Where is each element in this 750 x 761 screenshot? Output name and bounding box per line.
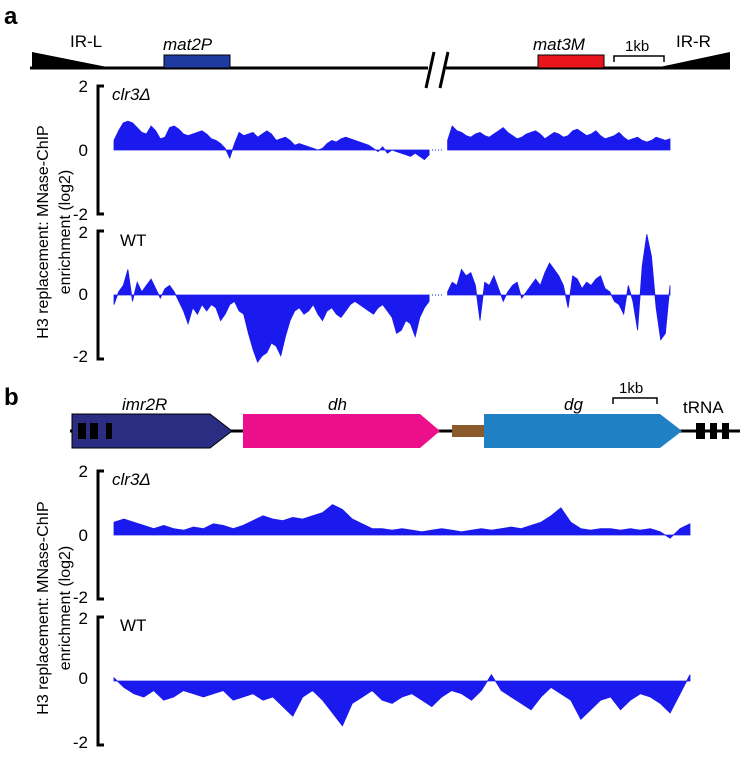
axis-b-wt xyxy=(96,615,104,747)
panel-a-letter: a xyxy=(4,3,18,30)
panel-a-ylabel-line1: H3 replacement: MNase-ChIP xyxy=(35,125,52,338)
imr2r-mark xyxy=(78,423,86,439)
tick-label: 0 xyxy=(79,526,88,545)
panel-a-map: IR-L mat2P mat3M 1kb IR-R xyxy=(30,32,730,89)
mat2p-label: mat2P xyxy=(163,35,213,54)
tick-label: -2 xyxy=(73,588,88,607)
tick-label: 2 xyxy=(79,609,88,628)
scale-bar-a-label: 1kb xyxy=(625,38,649,55)
scale-bar-a xyxy=(613,55,665,62)
imr2r-arrow xyxy=(71,413,233,449)
imr2r-label: imr2R xyxy=(122,395,167,414)
tick-label: -2 xyxy=(73,347,88,366)
track-a-wt: 2 0 -2 WT xyxy=(73,223,671,366)
signal-area-segment xyxy=(447,234,671,341)
imr2r-mark xyxy=(106,423,112,439)
series-clr3-b xyxy=(113,504,691,539)
mat3m-label: mat3M xyxy=(533,35,586,54)
track-label-wt: WT xyxy=(120,616,146,635)
dh-label: dh xyxy=(328,395,347,414)
mat2p-box xyxy=(163,54,231,69)
ir-right-label: IR-R xyxy=(676,32,711,51)
signal-area-segment xyxy=(447,125,671,151)
map-a-break-2 xyxy=(438,51,450,89)
tick-label: 2 xyxy=(79,223,88,242)
track-a-clr3: 2 0 -2 clr3Δ xyxy=(73,77,671,224)
panel-b-letter: b xyxy=(4,384,19,411)
signal-area-segment xyxy=(113,673,691,727)
ir-left-label: IR-L xyxy=(70,32,102,51)
track-label-clr3: clr3Δ xyxy=(112,470,151,489)
signal-area-segment xyxy=(113,269,430,364)
axis-b-clr3 xyxy=(96,469,104,601)
panel-b-ylabel-line1: H3 replacement: MNase-ChIP xyxy=(35,501,52,714)
tick-label: -2 xyxy=(73,205,88,224)
mat3m-box xyxy=(537,54,605,69)
panel-b-map: imr2R dh dg 1kb tRNA xyxy=(70,380,740,449)
scale-bar-b-label: 1kb xyxy=(619,380,643,397)
imr2r-mark xyxy=(90,423,98,439)
dg-arrow xyxy=(484,414,682,448)
tick-label: 0 xyxy=(79,669,88,688)
signal-area-segment xyxy=(113,504,691,539)
series-wt-a xyxy=(113,234,671,364)
dg-label: dg xyxy=(564,395,583,414)
axis-a-clr3 xyxy=(96,84,104,216)
panel-a-ylabel-line2: enrichment (log2) xyxy=(57,170,74,295)
panel-b-ylabel-line2: enrichment (log2) xyxy=(57,546,74,671)
series-clr3-a xyxy=(113,120,671,161)
track-b-wt: 2 0 -2 WT xyxy=(73,609,691,752)
ir-left-arrowhead xyxy=(32,52,112,68)
tick-label: 2 xyxy=(79,462,88,481)
tick-label: 0 xyxy=(79,141,88,160)
track-b-clr3: 2 0 -2 clr3Δ xyxy=(73,462,691,607)
scale-bar-b xyxy=(612,397,658,404)
trna-mark xyxy=(722,423,729,439)
track-label-clr3: clr3Δ xyxy=(112,85,151,104)
signal-area-segment xyxy=(113,120,430,161)
ir-right-arrowhead xyxy=(655,52,730,68)
tick-label: 2 xyxy=(79,77,88,96)
linker-box xyxy=(452,425,484,437)
tick-label: -2 xyxy=(73,733,88,752)
dh-arrow xyxy=(243,414,440,448)
trna-mark xyxy=(710,423,717,439)
tick-label: 0 xyxy=(79,285,88,304)
series-wt-b xyxy=(113,673,691,727)
track-label-wt: WT xyxy=(120,231,146,250)
axis-a-wt xyxy=(96,229,104,361)
trna-mark xyxy=(696,423,705,439)
map-a-break-1 xyxy=(424,51,436,89)
trna-label: tRNA xyxy=(683,398,724,417)
